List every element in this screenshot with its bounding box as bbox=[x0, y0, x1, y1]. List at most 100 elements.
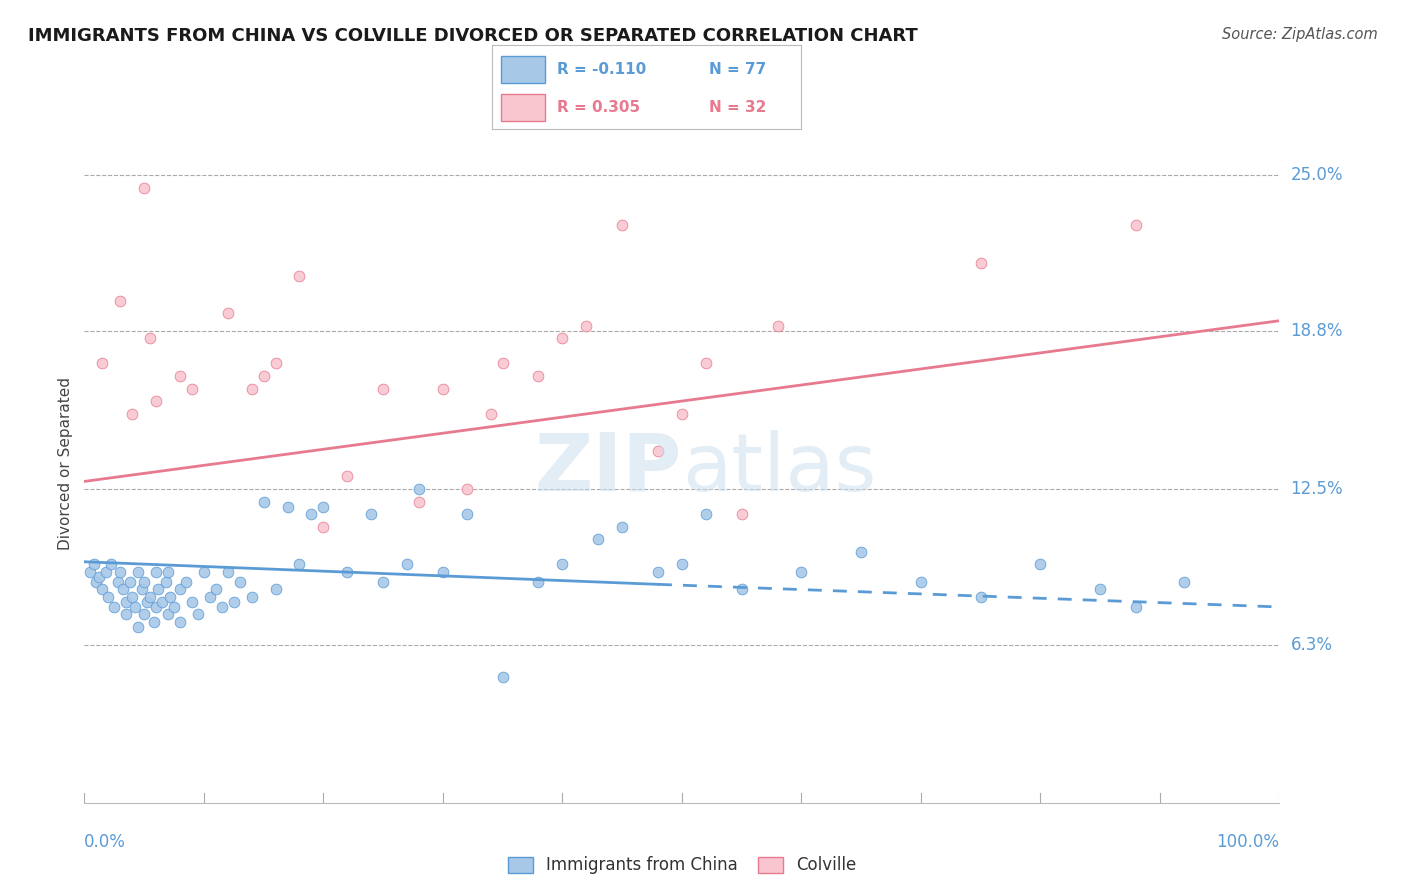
Point bbox=[135, 595, 157, 609]
Point bbox=[288, 558, 311, 572]
Point bbox=[527, 574, 550, 589]
Point bbox=[492, 670, 515, 684]
Point bbox=[695, 507, 717, 521]
Point bbox=[187, 607, 209, 622]
Point bbox=[288, 268, 311, 283]
Point bbox=[169, 615, 191, 629]
Text: Source: ZipAtlas.com: Source: ZipAtlas.com bbox=[1222, 27, 1378, 42]
Point bbox=[174, 574, 197, 589]
Point bbox=[142, 615, 165, 629]
Point bbox=[479, 407, 502, 421]
Text: R = -0.110: R = -0.110 bbox=[557, 62, 647, 77]
Point bbox=[849, 545, 872, 559]
Point bbox=[103, 599, 125, 614]
Point bbox=[148, 582, 170, 597]
Point bbox=[131, 582, 153, 597]
Point bbox=[198, 590, 221, 604]
Point bbox=[127, 565, 149, 579]
Point bbox=[115, 607, 138, 622]
Point bbox=[408, 482, 430, 496]
Point bbox=[610, 219, 633, 233]
Text: R = 0.305: R = 0.305 bbox=[557, 100, 640, 115]
Point bbox=[139, 331, 162, 345]
Point bbox=[551, 558, 574, 572]
Text: 0.0%: 0.0% bbox=[84, 833, 127, 851]
Point bbox=[492, 356, 515, 370]
Point bbox=[610, 519, 633, 533]
Text: 100.0%: 100.0% bbox=[1216, 833, 1279, 851]
Point bbox=[97, 590, 120, 604]
Point bbox=[766, 318, 789, 333]
Point bbox=[371, 574, 394, 589]
Point bbox=[83, 558, 105, 572]
Point bbox=[228, 574, 250, 589]
Point bbox=[145, 599, 167, 614]
Point bbox=[124, 599, 146, 614]
Point bbox=[139, 590, 162, 604]
Point bbox=[312, 519, 335, 533]
Point bbox=[240, 382, 263, 396]
Point bbox=[121, 407, 143, 421]
Point bbox=[527, 368, 550, 383]
Point bbox=[121, 590, 143, 604]
Point bbox=[111, 582, 134, 597]
Point bbox=[456, 507, 478, 521]
Legend: Immigrants from China, Colville: Immigrants from China, Colville bbox=[499, 848, 865, 882]
Text: 6.3%: 6.3% bbox=[1291, 636, 1333, 654]
Point bbox=[240, 590, 263, 604]
Point bbox=[222, 595, 245, 609]
Text: IMMIGRANTS FROM CHINA VS COLVILLE DIVORCED OR SEPARATED CORRELATION CHART: IMMIGRANTS FROM CHINA VS COLVILLE DIVORC… bbox=[28, 27, 918, 45]
Point bbox=[132, 574, 156, 589]
Point bbox=[163, 599, 186, 614]
Point bbox=[169, 368, 191, 383]
Point bbox=[217, 565, 239, 579]
Point bbox=[150, 595, 173, 609]
Point bbox=[647, 565, 669, 579]
Point bbox=[205, 582, 228, 597]
Point bbox=[217, 306, 239, 320]
Point bbox=[396, 558, 419, 572]
Text: ZIP: ZIP bbox=[534, 430, 682, 508]
Text: atlas: atlas bbox=[682, 430, 876, 508]
Point bbox=[91, 356, 114, 370]
FancyBboxPatch shape bbox=[502, 55, 544, 83]
Point bbox=[588, 532, 610, 546]
Point bbox=[180, 595, 202, 609]
Point bbox=[264, 356, 287, 370]
Point bbox=[731, 507, 754, 521]
Y-axis label: Divorced or Separated: Divorced or Separated bbox=[58, 377, 73, 550]
Point bbox=[456, 482, 478, 496]
Point bbox=[336, 469, 359, 483]
Point bbox=[1029, 558, 1052, 572]
Point bbox=[253, 494, 276, 508]
Point bbox=[132, 607, 156, 622]
Point bbox=[695, 356, 717, 370]
Point bbox=[432, 565, 454, 579]
Point bbox=[371, 382, 394, 396]
Point bbox=[790, 565, 813, 579]
Point bbox=[193, 565, 215, 579]
Point bbox=[155, 574, 177, 589]
Point bbox=[87, 570, 110, 584]
Point bbox=[79, 565, 101, 579]
Point bbox=[91, 582, 114, 597]
Text: 12.5%: 12.5% bbox=[1291, 480, 1343, 498]
Point bbox=[551, 331, 574, 345]
Point bbox=[169, 582, 191, 597]
Point bbox=[408, 494, 430, 508]
Point bbox=[575, 318, 598, 333]
Point bbox=[110, 293, 132, 308]
Point bbox=[360, 507, 382, 521]
Point bbox=[118, 574, 141, 589]
FancyBboxPatch shape bbox=[502, 94, 544, 120]
Point bbox=[253, 368, 276, 383]
Point bbox=[115, 595, 138, 609]
Point bbox=[157, 607, 180, 622]
Point bbox=[970, 256, 993, 270]
Point bbox=[432, 382, 454, 396]
Point bbox=[110, 565, 132, 579]
Point bbox=[94, 565, 117, 579]
Text: N = 77: N = 77 bbox=[709, 62, 766, 77]
Point bbox=[145, 565, 167, 579]
Point bbox=[671, 558, 693, 572]
